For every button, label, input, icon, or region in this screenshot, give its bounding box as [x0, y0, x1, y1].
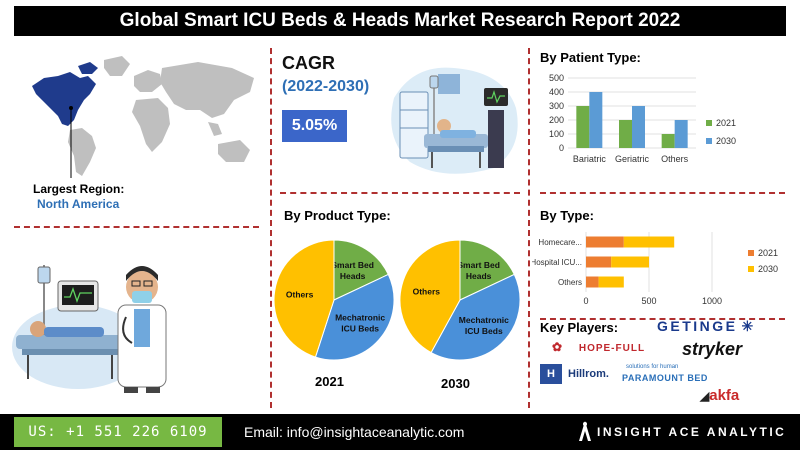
patient-xtick-label: Bariatric [573, 154, 607, 164]
patient-bar-2030 [674, 120, 688, 148]
type-legend-swatch [748, 266, 754, 272]
patient-bar-2021 [661, 134, 675, 148]
paramount-tagline: solutions for human [626, 364, 679, 370]
hillrom-mark-icon: H [540, 364, 562, 384]
akfa-logo: ◢akfa [700, 387, 740, 404]
pie-2021-slice-label: Mechatronic [335, 313, 385, 323]
cagr-value: 5.05% [282, 110, 347, 142]
type-bar-2021 [586, 256, 612, 268]
hillrom-logo: H Hillrom. [540, 364, 609, 384]
type-xtick-label: 1000 [702, 296, 722, 306]
patient-bar-2021 [619, 120, 632, 148]
pie-2021-slice-label: Heads [340, 271, 366, 281]
patient-ytick-label: 200 [549, 115, 564, 125]
pie-2030-slice-label: Heads [466, 271, 492, 281]
largest-region-value: North America [37, 197, 120, 211]
largest-region-label: Largest Region: [33, 182, 125, 196]
divider-mid-h [280, 192, 520, 194]
patient-type-heading: By Patient Type: [540, 50, 641, 65]
footer-phone[interactable]: US: +1 551 226 6109 [14, 417, 222, 447]
type-legend-label: 2021 [758, 248, 778, 258]
patient-ytick-label: 100 [549, 129, 564, 139]
pie-2030-slice-label: ICU Beds [465, 326, 503, 336]
divider-right-h [540, 192, 785, 194]
patient-type-chart: 0 100 200 300 400 500 Bariatric Geriatric Others… [549, 73, 736, 164]
pie-2021-slice-label: Smart Bed [331, 260, 374, 270]
pie-2021-slice-label: Others [286, 290, 314, 300]
pie-2021-slice [273, 239, 335, 358]
patient-legend-label: 2021 [716, 118, 736, 128]
type-bar-2030 [611, 256, 649, 268]
patient-ytick-label: 0 [559, 143, 564, 153]
stryker-logo: stryker [682, 339, 743, 359]
patient-xtick-label: Others [661, 154, 689, 164]
type-heading: By Type: [540, 208, 594, 223]
paramount-bed-logo: solutions for human PARAMOUNT BED [622, 364, 708, 383]
patient-bar-2030 [632, 106, 645, 148]
pie-2021-year: 2021 [315, 374, 344, 389]
type-xtick-label: 500 [641, 296, 656, 306]
patient-bar-2021 [576, 106, 590, 148]
pie-2030-year: 2030 [441, 376, 470, 391]
patient-ytick-label: 300 [549, 101, 564, 111]
doctor-patient-illustration [12, 265, 167, 393]
footer-email[interactable]: Email: info@insightaceanalytic.com [244, 424, 465, 440]
icu-room-illustration [391, 67, 518, 174]
pie-2030-slice-label: Smart Bed [457, 260, 500, 270]
pie-2021-slice [314, 273, 395, 361]
insight-ace-logo-icon [579, 421, 591, 441]
north-america-shape [32, 72, 96, 126]
pie-2030-slice [430, 273, 521, 361]
pie-2021-slice-label: ICU Beds [341, 324, 379, 334]
type-ytick-label: Others [558, 278, 582, 287]
divider-left [270, 48, 272, 408]
type-bar-2030 [623, 236, 675, 248]
patient-bar-2030 [589, 92, 603, 148]
patient-xtick-label: Geriatric [615, 154, 650, 164]
type-legend-swatch [748, 250, 754, 256]
pie-2030-slice-label: Mechatronic [459, 315, 509, 325]
pie-2030-slice-label: Others [413, 286, 441, 296]
report-title: Global Smart ICU Beds & Heads Market Res… [14, 6, 786, 36]
type-bar-2021 [586, 236, 624, 248]
getinge-star-icon: ✳ [741, 318, 756, 334]
product-type-heading: By Product Type: [284, 208, 391, 223]
type-ytick-label: Hospital ICU... [532, 258, 582, 267]
divider-right [528, 48, 530, 408]
key-players-heading: Key Players: [540, 320, 619, 335]
type-legend-label: 2030 [758, 264, 778, 274]
cagr-label: CAGR [282, 53, 335, 73]
type-chart: 0 500 1000 Homecare... Hospital ICU... Others… [532, 232, 778, 306]
akfa-mark-icon: ◢ [700, 389, 710, 403]
pie-2021-slice [333, 239, 389, 301]
pie-2030-slice [399, 239, 461, 354]
type-bar-2021 [586, 276, 599, 288]
hopefull-mark-icon: ✿ [552, 340, 564, 354]
patient-ytick-label: 500 [549, 73, 564, 83]
patient-legend-swatch [706, 138, 712, 144]
getinge-logo: GETINGE ✳ [657, 318, 756, 334]
patient-legend-swatch [706, 120, 712, 126]
divider-left-h [14, 226, 259, 228]
footer-brand: INSIGHT ACE ANALYTIC [597, 425, 787, 439]
type-xtick-label: 0 [583, 296, 588, 306]
type-bar-2030 [598, 276, 624, 288]
pie-2030-slice [459, 239, 515, 301]
hopefull-logo: ✿ HOPE-FULL [552, 340, 646, 354]
patient-ytick-label: 400 [549, 87, 564, 97]
patient-legend-label: 2030 [716, 136, 736, 146]
cagr-period: (2022-2030) [282, 78, 370, 95]
type-ytick-label: Homecare... [538, 238, 582, 247]
divider-right-h2 [540, 318, 785, 320]
world-map [32, 56, 254, 178]
